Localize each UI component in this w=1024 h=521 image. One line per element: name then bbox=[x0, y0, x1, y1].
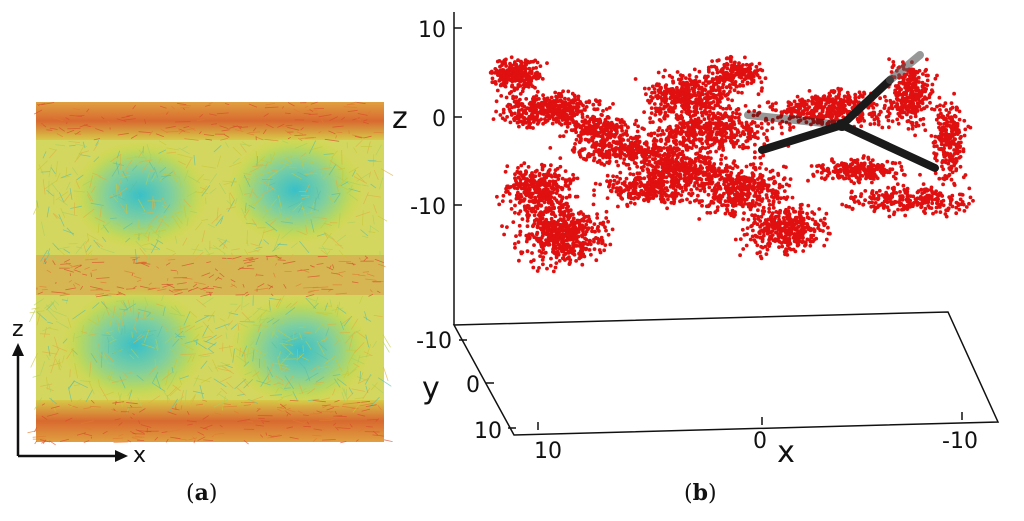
panel-b-y-label: y bbox=[422, 371, 440, 406]
vortex-top-left bbox=[70, 140, 210, 250]
panel-b: 10 0 -10 z -10 0 10 y 10 0 -10 x (b) bbox=[390, 0, 1024, 521]
skeleton-edge-left bbox=[758, 121, 846, 154]
panel-b-x-label: x bbox=[777, 435, 795, 470]
panel-b-axes: 10 0 -10 z -10 0 10 y 10 0 -10 x bbox=[392, 12, 1000, 470]
panel-a-x-label: x bbox=[133, 443, 146, 468]
skeleton-edge-up bbox=[838, 76, 894, 129]
x-tick-label-0: 0 bbox=[753, 429, 767, 454]
caption-letter: b bbox=[692, 480, 708, 506]
y-tick-label-0: 0 bbox=[466, 373, 480, 398]
caption-letter: a bbox=[194, 480, 209, 506]
z-tick-label-0: 0 bbox=[432, 107, 446, 132]
xy-plane-frame bbox=[452, 311, 1000, 436]
panel-a-axes: z x bbox=[12, 317, 146, 468]
vortex-top-right bbox=[225, 135, 365, 245]
x-tick-label-minus10: -10 bbox=[942, 429, 978, 454]
scatter-3d-figure: 10 0 -10 z -10 0 10 y 10 0 -10 x bbox=[392, 12, 1000, 470]
caption-close-paren: ) bbox=[208, 481, 218, 506]
z-tick-label-10: 10 bbox=[418, 18, 446, 43]
y-tick-label-minus10: -10 bbox=[416, 329, 452, 354]
flow-field-background bbox=[36, 102, 384, 442]
x-arrowhead bbox=[115, 450, 128, 462]
panel-a: z x (a) bbox=[0, 0, 400, 521]
skeleton-edge-faded bbox=[744, 111, 846, 129]
caption-open-paren: ( bbox=[186, 481, 195, 506]
skeleton-graph bbox=[744, 51, 939, 172]
panel-b-caption: (b) bbox=[684, 480, 717, 506]
caption-close-paren: ) bbox=[707, 481, 717, 506]
vortex-bottom-right bbox=[228, 294, 372, 406]
caption-open-paren: ( bbox=[684, 481, 693, 506]
panel-b-z-label: z bbox=[392, 101, 408, 136]
flow-streaks bbox=[27, 101, 394, 446]
panel-a-z-label: z bbox=[12, 317, 24, 342]
y-tick-label-10: 10 bbox=[474, 419, 502, 444]
x-tick-label-10: 10 bbox=[534, 439, 562, 464]
flow-field-figure: z x bbox=[12, 101, 394, 468]
panel-a-caption: (a) bbox=[186, 480, 217, 506]
skeleton-edge-up-faded bbox=[886, 51, 924, 84]
skeleton-edge-right bbox=[838, 121, 939, 172]
skeleton-node bbox=[836, 119, 848, 131]
point-cloud bbox=[488, 54, 975, 274]
z-tick-label-minus10: -10 bbox=[410, 195, 446, 220]
z-arrowhead bbox=[12, 343, 24, 356]
